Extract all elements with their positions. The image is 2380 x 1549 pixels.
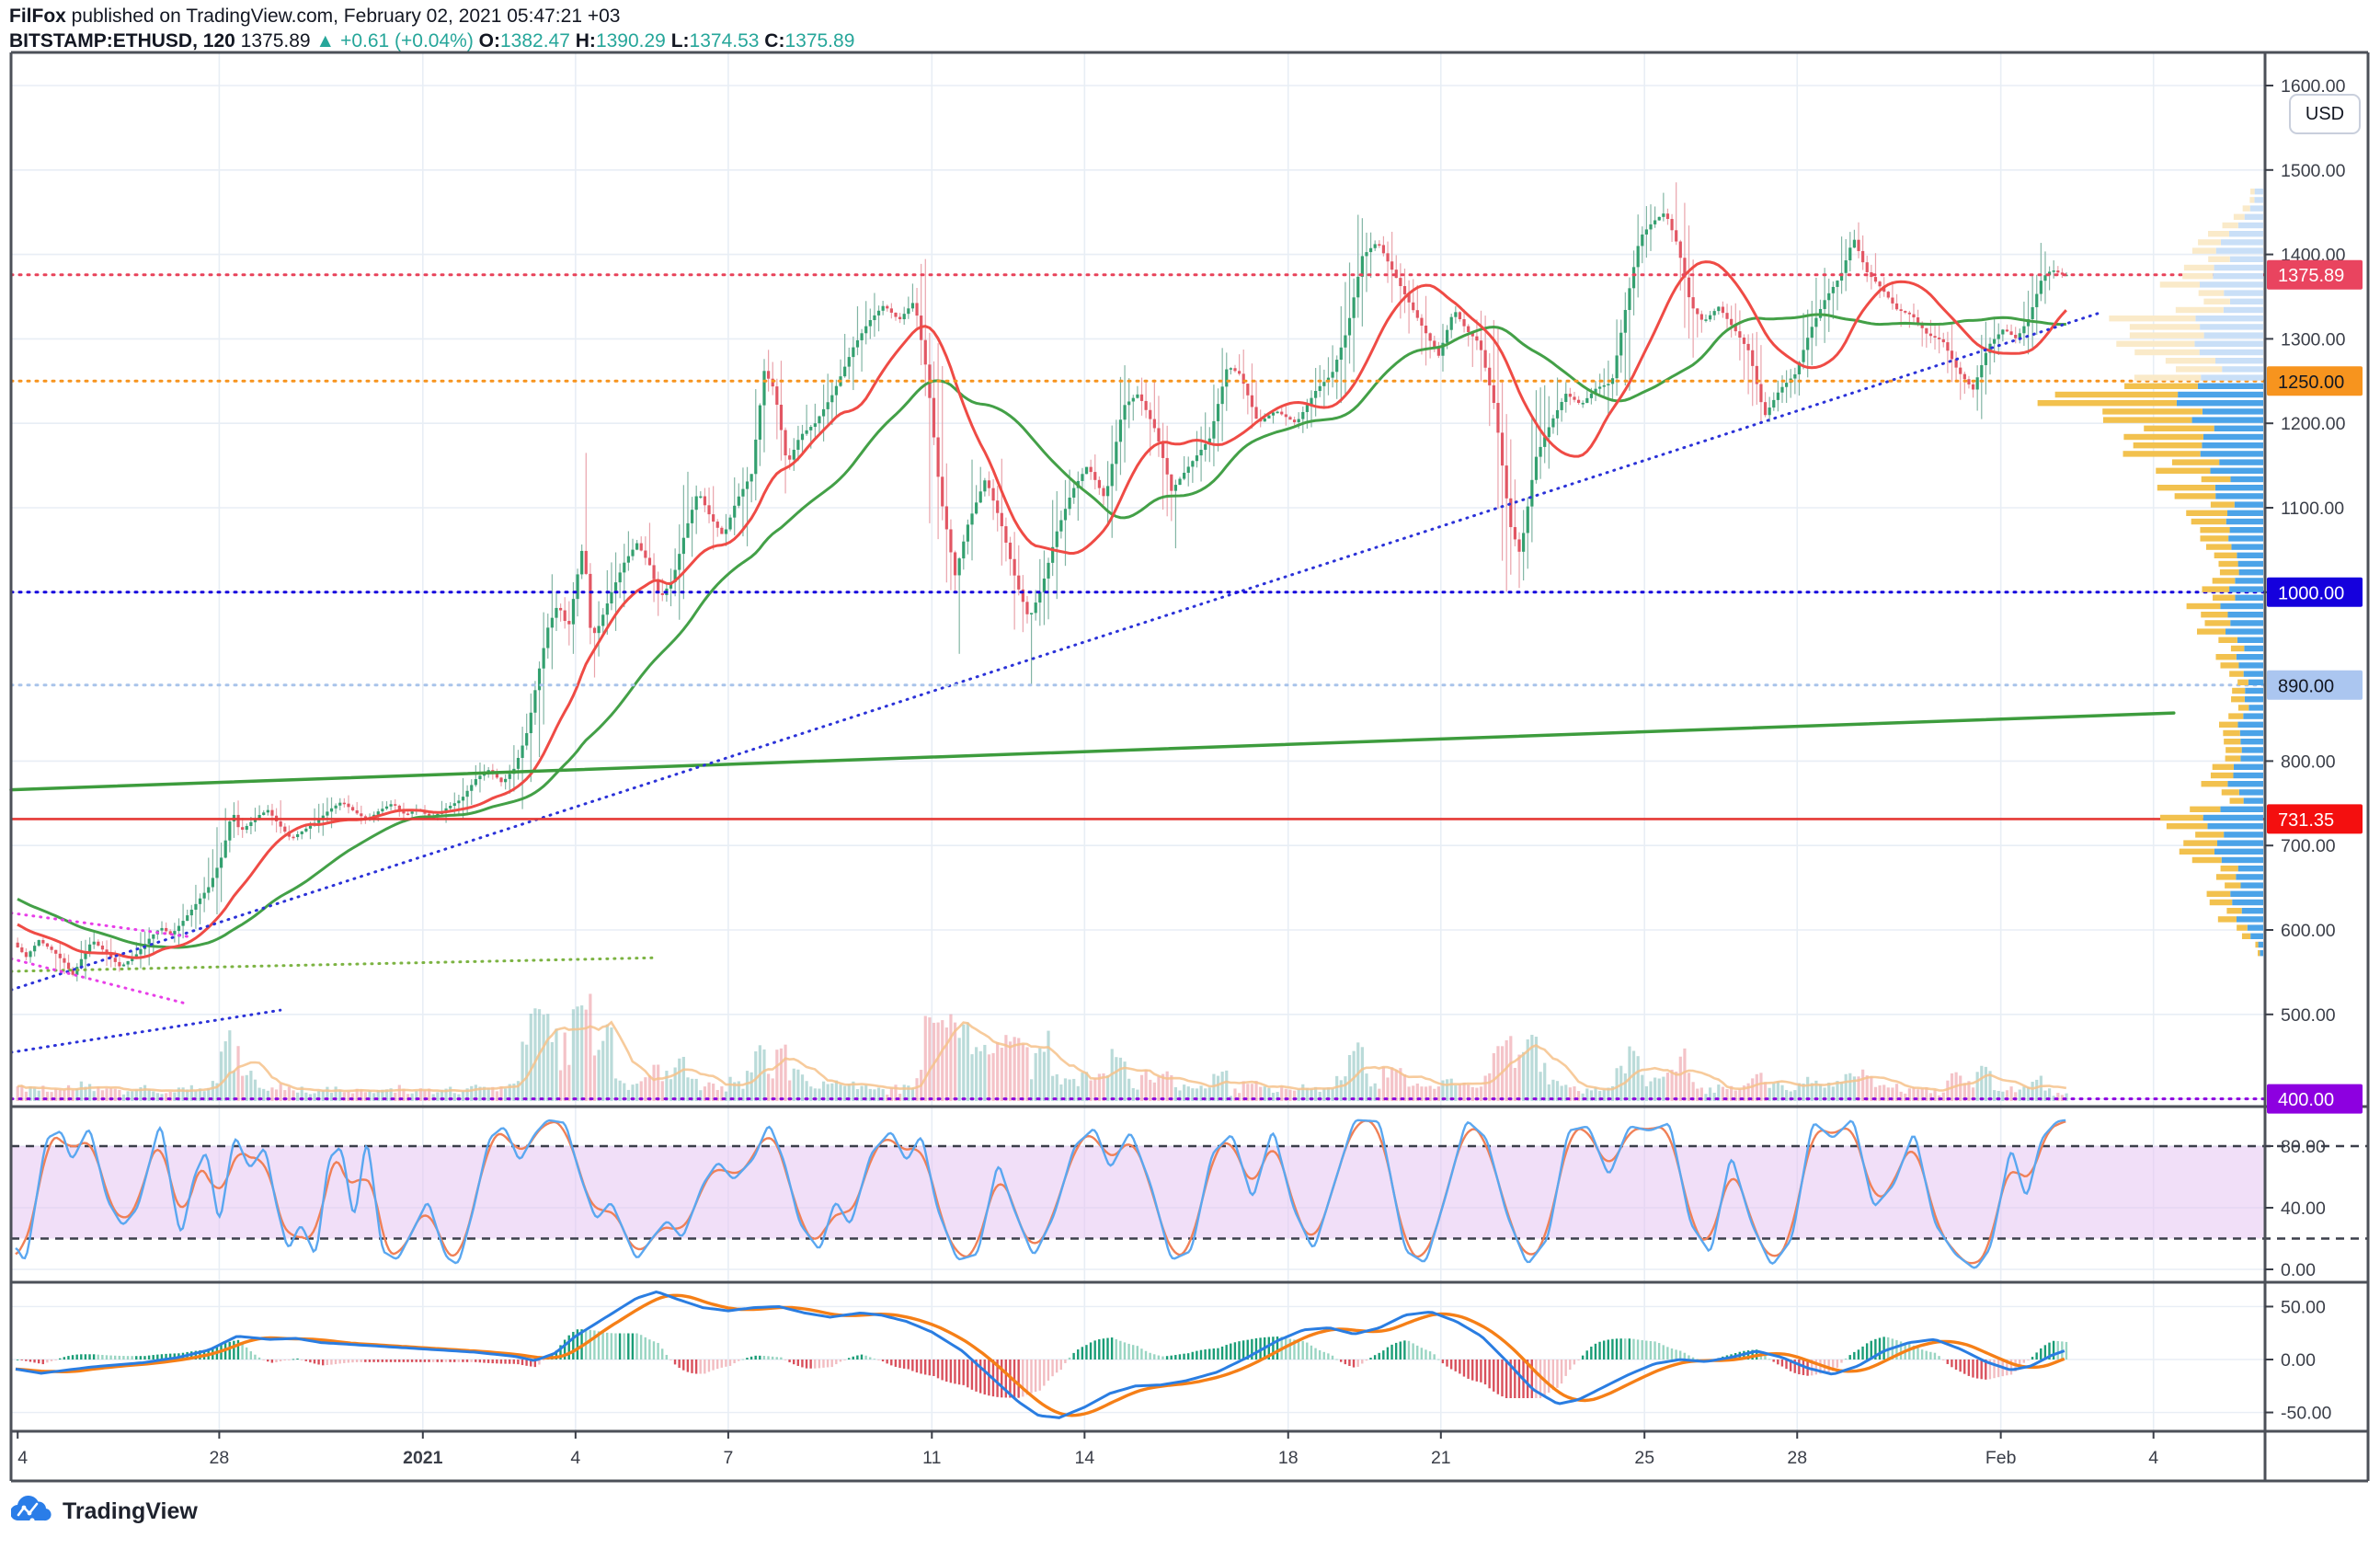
svg-text:700.00: 700.00 [2281, 836, 2336, 856]
svg-text:28: 28 [210, 1448, 230, 1468]
price-badge-1375.89: 1375.89 [2267, 259, 2363, 290]
header: FilFox published on TradingView.com, Feb… [9, 4, 854, 53]
svg-text:1500.00: 1500.00 [2281, 161, 2346, 181]
svg-text:50.00: 50.00 [2281, 1297, 2326, 1317]
svg-text:800.00: 800.00 [2281, 752, 2336, 772]
publish-line: FilFox published on TradingView.com, Feb… [9, 4, 854, 29]
last-price: 1375.89 [240, 30, 311, 52]
time-axis[interactable]: 4 28 2021 4 7 11 14 18 21 25 28 Feb 4 [17, 1431, 2158, 1468]
moving-averages [17, 260, 2067, 959]
volume-ma-line [17, 1020, 2067, 1093]
long-green-trendline [9, 711, 2176, 792]
svg-text:Feb: Feb [1985, 1448, 2017, 1468]
price-badge-400.00: 400.00 [2267, 1084, 2363, 1114]
svg-text:4: 4 [570, 1448, 580, 1468]
open-label: O: [478, 30, 500, 52]
svg-text:500.00: 500.00 [2281, 1005, 2336, 1026]
svg-text:7: 7 [723, 1448, 733, 1468]
price-badge-1000.00: 1000.00 [2267, 577, 2363, 607]
ma-fast-red-line [17, 260, 2067, 959]
price-level-lines[interactable] [9, 273, 2267, 1101]
price-badge-1250.00: 1250.00 [2267, 366, 2363, 396]
svg-text:11: 11 [922, 1448, 941, 1468]
macd-signal-line [15, 1293, 2065, 1417]
svg-text:80.00: 80.00 [2281, 1137, 2326, 1157]
svg-text:1600.00: 1600.00 [2281, 76, 2346, 97]
close-label: C: [764, 30, 785, 52]
svg-text:21: 21 [1431, 1448, 1451, 1468]
blue-dotted-left-segment [9, 1008, 282, 1054]
tradingview-logo-text: TradingView [63, 1497, 198, 1524]
price-axis[interactable]: 1600.001500.001400.001300.001200.001100.… [2265, 76, 2363, 1424]
svg-text:600.00: 600.00 [2281, 921, 2336, 941]
svg-text:18: 18 [1278, 1448, 1299, 1468]
svg-text:731.35: 731.35 [2278, 810, 2334, 831]
price-change: +0.61 (+0.04%) [340, 30, 474, 52]
tradingview-logo-icon [11, 1496, 51, 1523]
trendlines[interactable] [9, 312, 2176, 1054]
low-value: 1374.53 [689, 30, 760, 52]
stoch-k-line [15, 1119, 2066, 1269]
low-label: L: [670, 30, 690, 52]
stoch-band [11, 1146, 2265, 1239]
svg-text:4: 4 [2148, 1448, 2158, 1468]
change-arrow-icon: ▲ [315, 30, 336, 52]
pink-dotted-upper [9, 912, 190, 938]
symbol-title[interactable]: BITSTAMP:ETHUSD, 120 [9, 30, 235, 52]
high-label: H: [575, 30, 596, 52]
svg-text:40.00: 40.00 [2281, 1199, 2326, 1219]
svg-text:2021: 2021 [403, 1448, 443, 1468]
svg-text:-50.00: -50.00 [2281, 1404, 2331, 1424]
volume-bars [16, 993, 2068, 1101]
svg-text:890.00: 890.00 [2278, 676, 2334, 696]
svg-text:1000.00: 1000.00 [2278, 583, 2344, 603]
symbol-line: BITSTAMP:ETHUSD, 120 1375.89 ▲ +0.61 (+0… [9, 29, 854, 53]
stochastic-pane[interactable] [11, 1119, 2368, 1269]
ma-slow-green-line [17, 313, 2066, 949]
macd-pane[interactable] [15, 1291, 2068, 1419]
pink-dotted-lower [9, 957, 190, 1006]
svg-text:14: 14 [1074, 1448, 1094, 1468]
price-badge-890.00: 890.00 [2267, 670, 2363, 700]
blue-dotted-trendline [9, 312, 2100, 992]
open-value: 1382.47 [500, 30, 570, 52]
svg-text:1375.89: 1375.89 [2278, 266, 2344, 286]
svg-text:4: 4 [17, 1448, 28, 1468]
publish-info: published on TradingView.com, February 0… [65, 6, 621, 27]
svg-text:400.00: 400.00 [2278, 1090, 2334, 1110]
candlestick-series [16, 182, 2068, 981]
svg-text:0.00: 0.00 [2281, 1260, 2316, 1280]
high-value: 1390.29 [595, 30, 666, 52]
close-value: 1375.89 [784, 30, 855, 52]
svg-text:1250.00: 1250.00 [2278, 373, 2344, 393]
author-name: FilFox [9, 6, 66, 27]
svg-text:1200.00: 1200.00 [2281, 414, 2346, 434]
svg-text:28: 28 [1787, 1448, 1807, 1468]
volume-profile [2037, 189, 2263, 957]
macd-line [15, 1291, 2065, 1419]
tradingview-logo[interactable]: TradingView [11, 1496, 198, 1527]
svg-text:1100.00: 1100.00 [2281, 499, 2344, 519]
currency-unit-button[interactable]: USD [2289, 94, 2361, 134]
price-badge-731.35: 731.35 [2267, 804, 2363, 834]
svg-text:25: 25 [1634, 1448, 1654, 1468]
pane-borders [9, 51, 2370, 1483]
svg-text:0.00: 0.00 [2281, 1350, 2316, 1371]
svg-text:1300.00: 1300.00 [2281, 329, 2346, 350]
